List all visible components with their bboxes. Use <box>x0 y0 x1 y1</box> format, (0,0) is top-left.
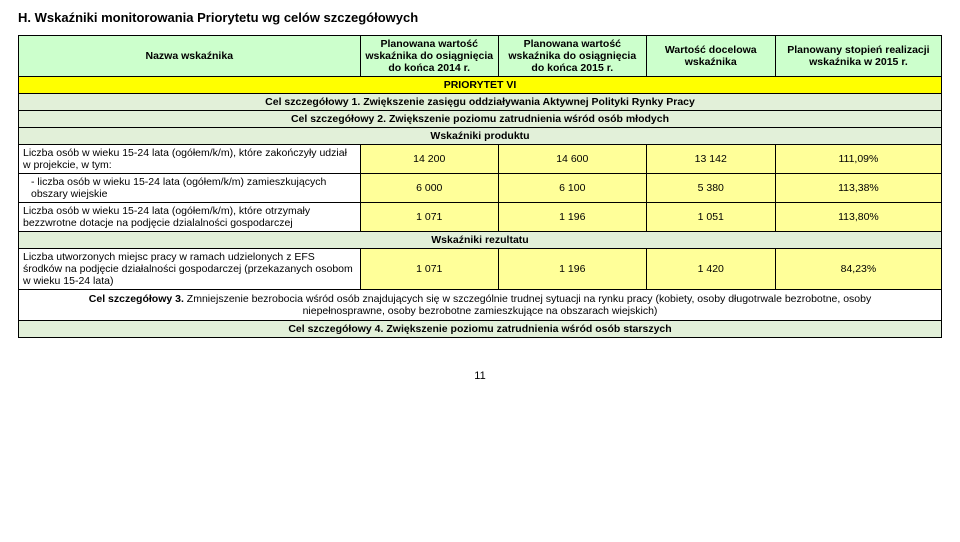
row0-v1: 14 200 <box>360 145 498 174</box>
row0-v3: 13 142 <box>646 145 775 174</box>
page-number: 11 <box>18 370 942 382</box>
result-row: Liczba utworzonych miejsc pracy w ramach… <box>19 249 942 290</box>
section-title: H. Wskaźniki monitorowania Priorytetu wg… <box>18 10 942 25</box>
data-row-1: - liczba osób w wieku 15-24 lata (ogółem… <box>19 174 942 203</box>
data-row-0: Liczba osób w wieku 15-24 lata (ogółem/k… <box>19 145 942 174</box>
row0-label: Liczba osób w wieku 15-24 lata (ogółem/k… <box>19 145 361 174</box>
row2-v2: 1 196 <box>498 203 646 232</box>
hdr-col1: Planowana wartość wskaźnika do osiągnięc… <box>360 36 498 77</box>
row1-v4: 113,38% <box>775 174 941 203</box>
row2-label: Liczba osób w wieku 15-24 lata (ogółem/k… <box>19 203 361 232</box>
hdr-col2: Planowana wartość wskaźnika do osiągnięc… <box>498 36 646 77</box>
result-v1: 1 071 <box>360 249 498 290</box>
goal4-row: Cel szczegółowy 4. Zwiększenie poziomu z… <box>19 321 942 338</box>
wsk-rezultatu-row: Wskaźniki rezultatu <box>19 232 942 249</box>
goal1-cell: Cel szczegółowy 1. Zwiększenie zasięgu o… <box>19 94 942 111</box>
goal3-row: Cel szczegółowy 3. Zmniejszenie bezroboc… <box>19 290 942 321</box>
row1-v3: 5 380 <box>646 174 775 203</box>
result-label: Liczba utworzonych miejsc pracy w ramach… <box>19 249 361 290</box>
row2-v1: 1 071 <box>360 203 498 232</box>
goal3-text: Zmniejszenie bezrobocia wśród osób znajd… <box>184 293 871 317</box>
result-v3: 1 420 <box>646 249 775 290</box>
goal2-row: Cel szczegółowy 2. Zwiększenie poziomu z… <box>19 111 942 128</box>
goal2-cell: Cel szczegółowy 2. Zwiększenie poziomu z… <box>19 111 942 128</box>
row2-v4: 113,80% <box>775 203 941 232</box>
priority-cell: PRIORYTET VI <box>19 77 942 94</box>
priority-row: PRIORYTET VI <box>19 77 942 94</box>
result-v4: 84,23% <box>775 249 941 290</box>
header-row: Nazwa wskaźnika Planowana wartość wskaźn… <box>19 36 942 77</box>
row0-v4: 111,09% <box>775 145 941 174</box>
goal1-row: Cel szczegółowy 1. Zwiększenie zasięgu o… <box>19 94 942 111</box>
row0-v2: 14 600 <box>498 145 646 174</box>
goal3-prefix: Cel szczegółowy 3. <box>89 293 184 305</box>
row1-label: - liczba osób w wieku 15-24 lata (ogółem… <box>19 174 361 203</box>
row1-v2: 6 100 <box>498 174 646 203</box>
row2-v3: 1 051 <box>646 203 775 232</box>
wsk-produktu-cell: Wskaźniki produktu <box>19 128 942 145</box>
indicators-table: Nazwa wskaźnika Planowana wartość wskaźn… <box>18 35 942 338</box>
result-v2: 1 196 <box>498 249 646 290</box>
wsk-produktu-row: Wskaźniki produktu <box>19 128 942 145</box>
hdr-col4: Planowany stopień realizacji wskaźnika w… <box>775 36 941 77</box>
wsk-rezultatu-cell: Wskaźniki rezultatu <box>19 232 942 249</box>
goal3-cell: Cel szczegółowy 3. Zmniejszenie bezroboc… <box>19 290 942 321</box>
hdr-col3: Wartość docelowa wskaźnika <box>646 36 775 77</box>
data-row-2: Liczba osób w wieku 15-24 lata (ogółem/k… <box>19 203 942 232</box>
hdr-name: Nazwa wskaźnika <box>19 36 361 77</box>
goal4-cell: Cel szczegółowy 4. Zwiększenie poziomu z… <box>19 321 942 338</box>
row1-v1: 6 000 <box>360 174 498 203</box>
